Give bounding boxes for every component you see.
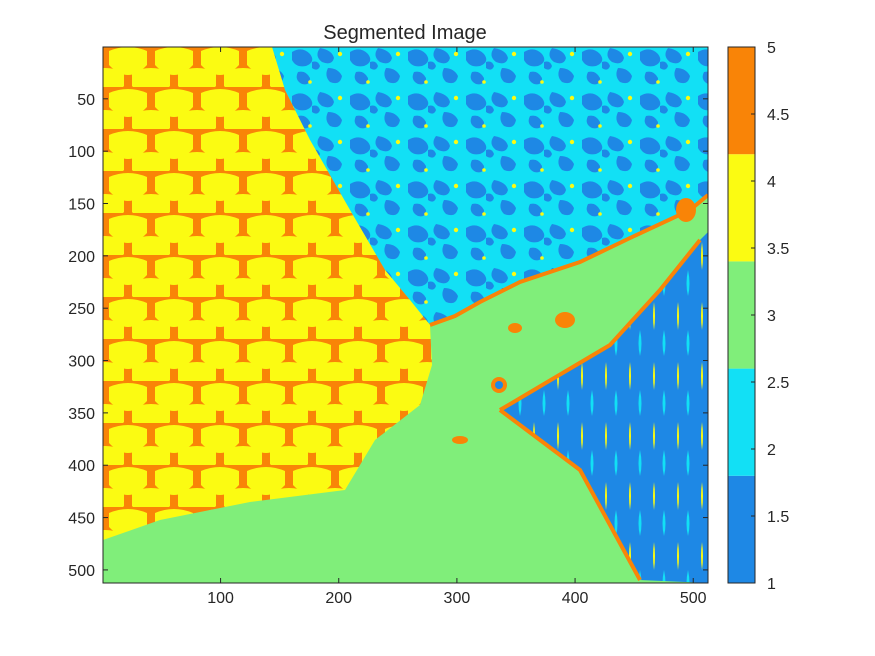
y-tick-label: 250	[68, 301, 95, 318]
y-tick-label: 300	[68, 354, 95, 371]
chart-title: Segmented Image	[323, 22, 486, 44]
y-tick-label: 200	[68, 249, 95, 266]
x-tick-label: 400	[562, 590, 589, 607]
blob-orange-2	[508, 323, 522, 333]
region-right-strip	[500, 232, 708, 583]
y-tick-label: 450	[68, 511, 95, 528]
blob-orange-1	[555, 312, 575, 328]
colorbar-tick-label: 5	[767, 40, 776, 57]
colorbar-segment	[728, 47, 755, 155]
y-tick-label: 350	[68, 406, 95, 423]
x-tick-label: 300	[444, 590, 471, 607]
colorbar-tick-label: 1	[767, 576, 776, 593]
colorbar-segment	[728, 368, 755, 476]
colorbar-tick-label: 2.5	[767, 375, 789, 392]
colorbar-tick-label: 4.5	[767, 107, 789, 124]
y-tick-label: 50	[77, 92, 95, 109]
colorbar-ticks: 1 1.5 2 2.5 3 3.5 4 4.5 5	[751, 40, 789, 593]
y-tick-label: 100	[68, 144, 95, 161]
region-right-strip-border	[498, 238, 702, 581]
colorbar-tick-label: 3.5	[767, 241, 789, 258]
region-left-scales	[103, 47, 432, 540]
colorbar-segment	[728, 475, 755, 583]
plot-area	[103, 47, 708, 583]
colorbar-tick-label: 1.5	[767, 509, 789, 526]
region-upper-right-texture	[272, 47, 708, 325]
colorbar-tick-label: 2	[767, 442, 776, 459]
x-tick-label: 200	[325, 590, 352, 607]
colorbar-tick-label: 4	[767, 174, 776, 191]
x-tick-label: 100	[207, 590, 234, 607]
colorbar-segment	[728, 154, 755, 262]
y-tick-label: 400	[68, 458, 95, 475]
blob-orange-3	[452, 436, 468, 444]
y-axis: 50 100 150 200 250 300 350 400 450 500	[68, 92, 708, 580]
x-axis: 100 200 300 400 500	[207, 47, 707, 607]
y-tick-label: 150	[68, 197, 95, 214]
x-tick-label: 500	[680, 590, 707, 607]
blob-corner	[676, 198, 696, 222]
y-tick-label: 500	[68, 563, 95, 580]
axes-box	[102, 46, 709, 584]
colorbar	[728, 47, 755, 583]
blob-ring-center	[495, 381, 503, 389]
colorbar-segment	[728, 261, 755, 369]
colorbar-tick-label: 3	[767, 308, 776, 325]
